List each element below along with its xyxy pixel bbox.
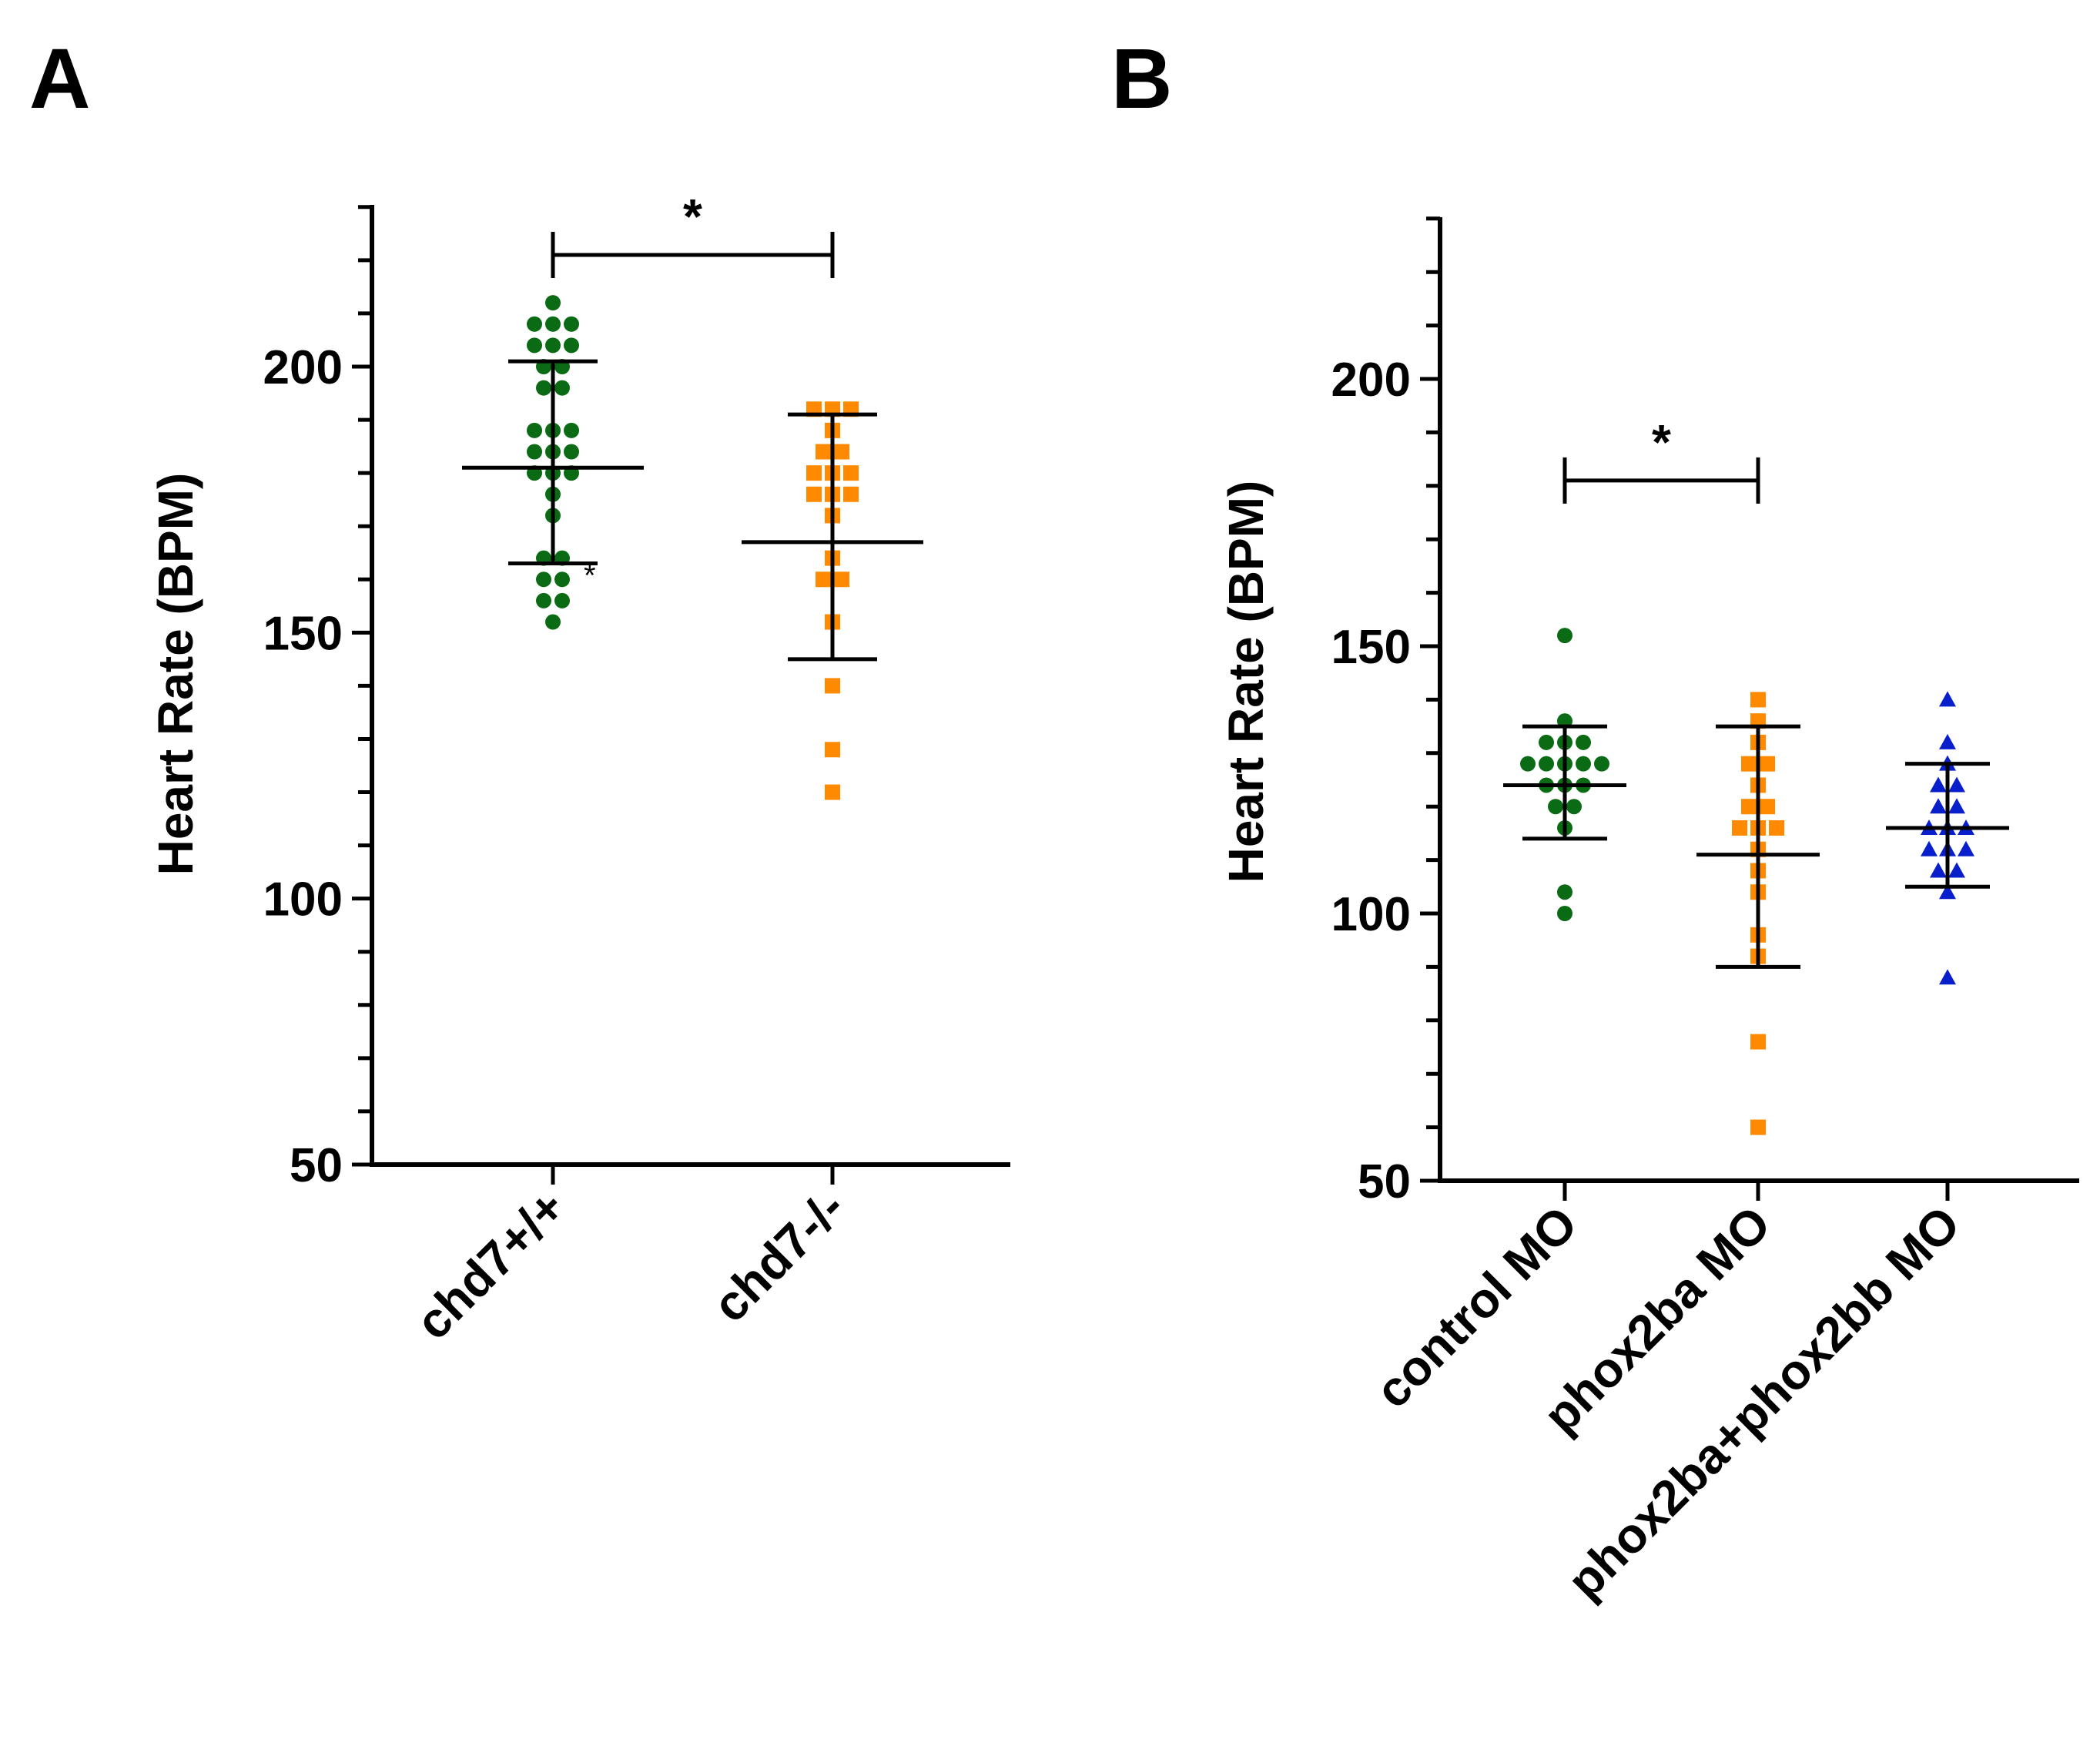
data-point xyxy=(536,571,551,588)
data-point xyxy=(1548,799,1563,815)
data-point xyxy=(1557,884,1572,900)
data-point xyxy=(536,592,551,608)
data-point xyxy=(1760,756,1775,772)
data-point xyxy=(564,422,579,438)
data-point xyxy=(843,486,859,502)
data-point xyxy=(1930,776,1947,793)
y-tick-label: 100 xyxy=(263,873,343,927)
data-point xyxy=(564,337,579,354)
y-tick-label: 150 xyxy=(1331,621,1411,674)
data-point xyxy=(825,742,840,758)
data-point xyxy=(1576,734,1591,750)
data-point xyxy=(1930,798,1947,814)
data-point xyxy=(1741,756,1757,772)
data-point xyxy=(1921,840,1938,856)
data-point xyxy=(1576,756,1591,772)
data-point xyxy=(527,422,542,438)
significance-star: * xyxy=(683,189,702,244)
data-point xyxy=(545,337,561,354)
data-point xyxy=(1520,756,1536,772)
data-point xyxy=(1750,1119,1766,1135)
data-point xyxy=(1939,883,1956,900)
data-point xyxy=(1948,798,1965,814)
data-point xyxy=(1948,862,1965,878)
data-point xyxy=(1958,840,1974,856)
data-point xyxy=(816,444,831,460)
data-point xyxy=(1539,734,1554,750)
data-point xyxy=(825,678,840,694)
y-tick-label: 100 xyxy=(1331,888,1411,941)
y-tick-label: 50 xyxy=(290,1139,343,1192)
data-point xyxy=(1939,691,1956,707)
data-point xyxy=(1939,733,1956,749)
data-point xyxy=(1557,906,1572,921)
data-point xyxy=(564,444,579,460)
y-axis-title: Heart Rate (BPM) xyxy=(1218,481,1274,883)
data-point xyxy=(545,316,561,332)
data-point xyxy=(554,592,570,608)
data-point xyxy=(1732,820,1747,836)
data-point xyxy=(536,380,551,396)
data-point xyxy=(545,614,561,630)
x-category-label: chd7+/+ xyxy=(405,1179,576,1350)
x-category-label: chd7-/- xyxy=(702,1179,856,1332)
data-point xyxy=(1566,799,1582,815)
data-point xyxy=(1741,799,1757,815)
y-tick-label: 50 xyxy=(1358,1155,1411,1208)
data-point xyxy=(1760,799,1775,815)
significance-star: * xyxy=(1652,414,1671,470)
point-note-star: * xyxy=(584,558,596,592)
data-point xyxy=(816,571,831,588)
data-point xyxy=(825,784,840,800)
data-point xyxy=(806,465,822,481)
data-point xyxy=(1769,820,1784,836)
data-point xyxy=(1948,776,1965,793)
data-point xyxy=(545,295,561,311)
data-point xyxy=(1557,628,1572,644)
data-point xyxy=(1930,862,1947,878)
panel-a: A 50 100 150 200 Heart Rate (BPM) chd7+/+ chd7-… xyxy=(29,32,1010,1350)
data-point xyxy=(1750,1034,1766,1050)
data-point xyxy=(554,571,570,588)
data-point xyxy=(527,316,542,332)
y-tick-label: 200 xyxy=(263,341,343,394)
data-point xyxy=(527,337,542,354)
panel-letter-a: A xyxy=(29,32,90,126)
data-point xyxy=(843,465,859,481)
data-point xyxy=(527,444,542,460)
y-tick-label: 150 xyxy=(263,607,343,660)
data-point xyxy=(806,486,822,502)
panel-letter-b: B xyxy=(1111,32,1172,126)
data-point xyxy=(1939,969,1956,985)
data-point xyxy=(1539,756,1554,772)
data-point xyxy=(554,380,570,396)
data-point xyxy=(834,571,849,588)
x-category-label: phox2ba+phox2bb MO xyxy=(1556,1195,1970,1609)
y-tick-label: 200 xyxy=(1331,354,1411,407)
data-point xyxy=(1594,756,1609,772)
data-point xyxy=(834,444,849,460)
y-axis-title: Heart Rate (BPM) xyxy=(148,473,203,876)
data-point xyxy=(1750,692,1766,708)
data-point xyxy=(564,316,579,332)
